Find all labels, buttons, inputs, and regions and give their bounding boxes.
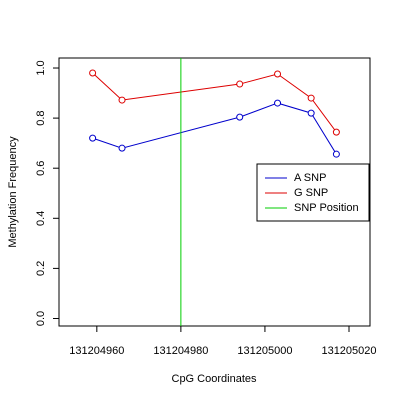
x-tick-label: 131205000 [237, 345, 292, 357]
x-axis-title: CpG Coordinates [172, 373, 257, 385]
point [332, 150, 340, 158]
legend-label: A SNP [294, 172, 326, 184]
y-tick-label: 0.2 [35, 261, 47, 276]
point [89, 134, 97, 142]
point [236, 80, 244, 88]
point [307, 94, 315, 102]
x-tick-label: 131204960 [69, 345, 124, 357]
y-tick-label: 0.8 [35, 110, 47, 125]
y-tick-label: 1.0 [35, 60, 47, 75]
y-axis-title: Methylation Frequency [7, 136, 19, 248]
series-line [92, 102, 337, 155]
y-tick-label: 0.0 [35, 311, 47, 326]
plot-frame [58, 57, 371, 327]
y-tick-label: 0.6 [35, 161, 47, 176]
legend-label: G SNP [294, 187, 328, 199]
legend-label: SNP Position [294, 202, 359, 214]
y-tick-label: 0.4 [35, 211, 47, 226]
point [118, 144, 126, 152]
point [307, 109, 315, 117]
x-tick-label: 131205020 [321, 345, 376, 357]
x-tick-label: 131204980 [153, 345, 208, 357]
point [332, 128, 340, 136]
series-line [92, 72, 337, 133]
point [236, 113, 244, 121]
point [274, 70, 282, 78]
point [89, 69, 97, 77]
point [274, 99, 282, 107]
point [118, 96, 126, 104]
